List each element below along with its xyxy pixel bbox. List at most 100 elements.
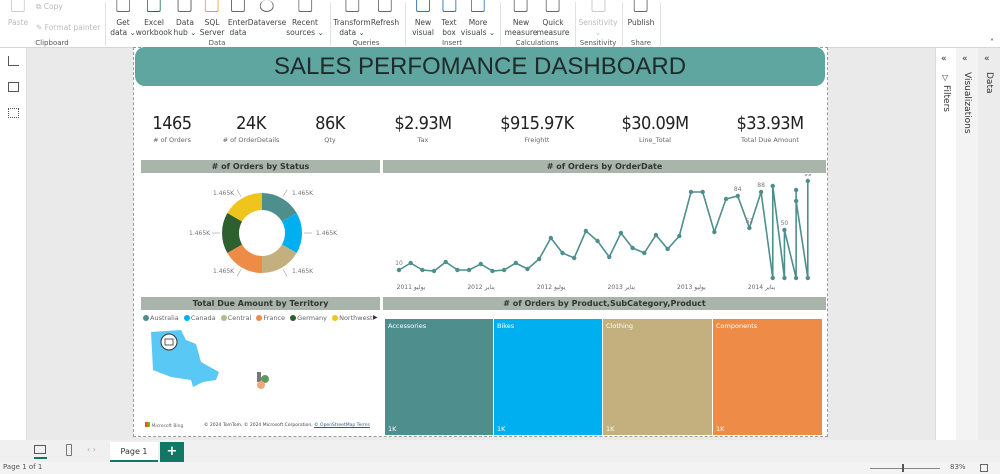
- data-point[interactable]: [572, 255, 577, 261]
- transform-data-button[interactable]: Transform data ⌄: [333, 0, 371, 38]
- legend-item[interactable]: Australia: [143, 314, 179, 322]
- filters-pane[interactable]: « ▽ Filters: [935, 48, 956, 440]
- donut-slice[interactable]: [281, 213, 302, 253]
- data-point[interactable]: [455, 267, 460, 273]
- data-point[interactable]: [665, 246, 670, 252]
- data-point[interactable]: [525, 266, 530, 272]
- legend-item[interactable]: Central: [220, 314, 251, 322]
- quick-measure-button[interactable]: Quick measure: [537, 0, 569, 38]
- filters-label[interactable]: Filters: [941, 85, 951, 112]
- publish-button[interactable]: Publish: [628, 0, 654, 28]
- kpi-card-orderdetails[interactable]: 24K # of OrderDetails: [222, 113, 280, 144]
- data-point[interactable]: [758, 189, 764, 195]
- add-page-button[interactable]: +: [160, 442, 184, 462]
- legend-item[interactable]: Canada: [183, 314, 216, 322]
- data-point[interactable]: [396, 267, 402, 273]
- kpi-card-total-due[interactable]: $33.93M Total Due Amount: [736, 113, 804, 144]
- treemap-tile-components[interactable]: Components 1K: [713, 319, 822, 435]
- data-point[interactable]: [782, 227, 787, 233]
- data-point[interactable]: [420, 267, 425, 273]
- data-point[interactable]: [490, 268, 495, 274]
- data-point[interactable]: [408, 260, 413, 266]
- map-region-france[interactable]: [257, 381, 265, 389]
- data-hub-button[interactable]: Data hub ⌄: [174, 0, 196, 38]
- data-point[interactable]: [793, 187, 799, 193]
- data-point[interactable]: [583, 228, 589, 234]
- zoom-slider[interactable]: [870, 468, 940, 469]
- new-measure-button[interactable]: New measure: [505, 0, 537, 38]
- new-visual-button[interactable]: New visual: [412, 0, 434, 38]
- data-point[interactable]: [700, 189, 705, 195]
- more-visuals-button[interactable]: More visuals ⌄: [461, 0, 495, 38]
- osm-terms-link[interactable]: © OpenStreetMap Terms: [314, 423, 370, 428]
- data-point[interactable]: [782, 275, 787, 281]
- donut-slice[interactable]: [262, 244, 297, 274]
- sensitivity-button[interactable]: Sensitivity ⌄: [578, 0, 618, 38]
- data-point[interactable]: [793, 275, 799, 281]
- kpi-card-orders[interactable]: 1465 # of Orders: [152, 113, 192, 144]
- donut-slice[interactable]: [227, 193, 262, 222]
- zoom-slider-thumb[interactable]: [902, 464, 904, 472]
- map-region-canada[interactable]: [151, 330, 219, 387]
- tab-page-1[interactable]: Page 1: [110, 442, 158, 462]
- data-point[interactable]: [793, 198, 799, 204]
- donut-slice[interactable]: [222, 213, 243, 253]
- model-view-icon[interactable]: [8, 108, 19, 118]
- data-point[interactable]: [536, 256, 542, 262]
- data-point[interactable]: [677, 233, 682, 239]
- expand-visualizations-icon[interactable]: «: [962, 54, 968, 64]
- visualizations-pane[interactable]: « Visualizations: [956, 48, 978, 440]
- table-view-icon[interactable]: [8, 82, 19, 92]
- map-region-germany[interactable]: [261, 375, 269, 383]
- dataverse-button[interactable]: Dataverse: [248, 0, 286, 28]
- data-point[interactable]: [747, 225, 752, 231]
- sql-server-button[interactable]: SQL Server: [200, 0, 224, 38]
- treemap-tile-bikes[interactable]: Bikes 1K: [494, 319, 602, 435]
- paste-button[interactable]: Paste: [8, 0, 28, 28]
- expand-filters-icon[interactable]: «: [941, 54, 947, 64]
- legend-item[interactable]: Northwest: [332, 314, 373, 322]
- recent-sources-button[interactable]: Recent sources ⌄: [286, 0, 324, 38]
- focus-mode-icon[interactable]: [160, 333, 178, 351]
- status-donut-chart[interactable]: [141, 174, 380, 294]
- data-point[interactable]: [607, 254, 612, 260]
- map-region-germany[interactable]: [257, 372, 261, 382]
- prev-page-icon[interactable]: ‹ ›: [87, 445, 96, 454]
- data-point[interactable]: [560, 250, 565, 256]
- get-data-button[interactable]: Get data ⌄: [110, 0, 136, 38]
- data-pane[interactable]: « Data: [978, 48, 1000, 440]
- data-point[interactable]: [642, 250, 647, 256]
- refresh-button[interactable]: Refresh: [371, 0, 399, 28]
- data-point[interactable]: [770, 183, 775, 189]
- text-box-button[interactable]: Text box: [441, 0, 457, 38]
- kpi-card-line-total[interactable]: $30.09M Line_Total: [621, 113, 689, 144]
- data-point[interactable]: [595, 238, 600, 244]
- data-point[interactable]: [501, 267, 507, 273]
- donut-slice[interactable]: [262, 193, 297, 222]
- data-point[interactable]: [618, 230, 624, 236]
- format-painter-button[interactable]: ✎ Format painter: [36, 23, 101, 32]
- territory-map[interactable]: [141, 322, 380, 422]
- data-point[interactable]: [630, 245, 635, 251]
- donut-slice[interactable]: [227, 244, 262, 274]
- data-point[interactable]: [548, 235, 554, 241]
- legend-item[interactable]: Germany: [290, 314, 327, 322]
- report-view-icon[interactable]: [8, 56, 19, 66]
- collapse-ribbon-icon[interactable]: ˄: [990, 38, 994, 47]
- data-point[interactable]: [443, 259, 448, 265]
- data-label[interactable]: Data: [984, 72, 994, 94]
- kpi-card-qty[interactable]: 86K Qty: [315, 113, 345, 144]
- enter-data-button[interactable]: Enter data: [228, 0, 248, 38]
- visualizations-label[interactable]: Visualizations: [962, 72, 972, 134]
- orders-by-date-line-chart[interactable]: 10 84 88 52 50 99 يوليو 2011 يناير 2012 يوليو 20…: [383, 174, 828, 294]
- kpi-card-freight[interactable]: $915.97K Freightt: [500, 113, 574, 144]
- data-point[interactable]: [431, 268, 437, 274]
- excel-workbook-button[interactable]: Excel workbook: [136, 0, 172, 38]
- data-point[interactable]: [712, 229, 717, 235]
- data-point[interactable]: [735, 193, 740, 199]
- kpi-card-tax[interactable]: $2.93M Tax: [394, 113, 452, 144]
- legend-next-arrow-icon[interactable]: ▶: [373, 314, 378, 321]
- treemap-tile-accessories[interactable]: Accessories 1K: [385, 319, 493, 435]
- data-point[interactable]: [513, 260, 518, 266]
- data-point[interactable]: [653, 232, 659, 238]
